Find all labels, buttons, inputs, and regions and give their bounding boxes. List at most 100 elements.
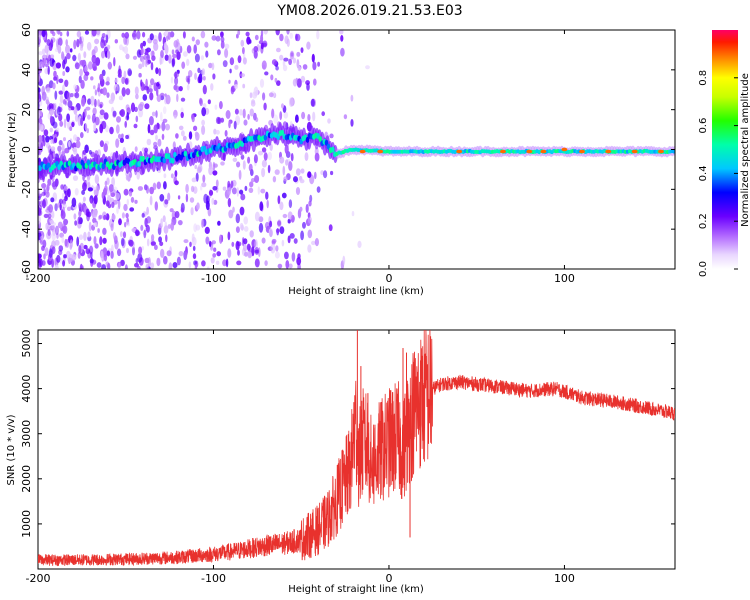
noise-blob	[186, 45, 192, 54]
noise-blob	[197, 164, 203, 173]
noise-blob	[141, 59, 145, 68]
noise-blob	[65, 66, 70, 73]
noise-blob	[122, 231, 127, 239]
noise-blob	[155, 134, 158, 141]
noise-blob	[199, 98, 203, 107]
noise-blob	[79, 68, 83, 77]
noise-blob	[54, 239, 60, 246]
noise-blob	[101, 50, 105, 59]
noise-blob	[244, 251, 248, 257]
noise-blob	[55, 225, 59, 236]
noise-blob	[228, 209, 234, 219]
noise-blob	[128, 239, 134, 247]
noise-blob	[63, 118, 67, 129]
noise-blob	[160, 248, 165, 258]
noise-blob	[134, 146, 138, 153]
noise-blob	[76, 30, 82, 38]
noise-blob	[66, 30, 70, 37]
noise-blob	[163, 173, 167, 179]
noise-blob	[154, 201, 158, 211]
noise-blob	[187, 75, 191, 85]
noise-blob	[50, 146, 56, 152]
noise-blob	[323, 170, 328, 179]
noise-blob	[50, 139, 53, 144]
noise-blob	[289, 233, 295, 239]
noise-blob	[267, 164, 271, 174]
noise-blob	[193, 223, 198, 233]
noise-blob	[60, 184, 64, 190]
noise-blob	[58, 149, 61, 156]
noise-blob	[306, 41, 311, 50]
y-tick-label: -60	[20, 260, 33, 278]
noise-blob	[140, 48, 144, 56]
noise-blob	[328, 224, 333, 232]
noise-blob	[110, 192, 116, 197]
noise-blob	[69, 126, 73, 131]
noise-blob	[262, 92, 266, 101]
noise-blob	[142, 94, 148, 101]
noise-blob	[189, 197, 195, 203]
noise-blob	[99, 73, 104, 82]
noise-blob	[185, 183, 189, 194]
noise-blob	[300, 75, 306, 83]
noise-blob	[134, 106, 138, 112]
noise-blob	[162, 106, 167, 115]
noise-blob	[287, 211, 293, 220]
noise-blob	[133, 123, 138, 129]
noise-blob	[138, 63, 143, 70]
noise-blob	[86, 128, 89, 134]
noise-blob	[233, 120, 237, 130]
noise-blob	[74, 188, 79, 196]
noise-blob	[62, 71, 66, 76]
noise-blob	[103, 214, 107, 220]
noise-blob	[302, 64, 308, 70]
noise-blob	[248, 187, 254, 193]
noise-blob	[156, 181, 161, 190]
noise-blob	[204, 41, 209, 48]
noise-blob	[240, 39, 245, 47]
noise-blob	[78, 245, 82, 254]
noise-blob	[232, 157, 238, 162]
noise-blob	[257, 186, 260, 195]
noise-blob	[83, 51, 87, 59]
noise-blob	[248, 163, 253, 172]
noise-blob	[170, 76, 174, 84]
noise-blob	[266, 199, 269, 209]
noise-blob	[161, 121, 166, 132]
noise-blob	[242, 47, 245, 55]
noise-blob	[79, 46, 84, 51]
noise-blob	[258, 222, 264, 233]
noise-blob	[183, 239, 189, 244]
noise-blob	[212, 73, 216, 80]
noise-blob	[135, 229, 140, 237]
colorbar-label: Normalized spectral amplitude	[740, 73, 750, 227]
noise-blob	[144, 85, 149, 91]
noise-blob	[178, 251, 184, 257]
noise-blob	[83, 244, 88, 250]
noise-blob	[72, 175, 79, 181]
noise-blob	[301, 111, 306, 120]
noise-blob	[235, 240, 240, 251]
noise-blob	[101, 69, 106, 77]
noise-blob	[41, 30, 46, 38]
noise-blob	[205, 50, 209, 58]
noise-blob	[191, 36, 195, 42]
noise-blob	[200, 185, 203, 191]
noise-blob	[50, 39, 54, 49]
noise-blob	[276, 47, 281, 53]
ridge-hotspot	[540, 149, 547, 154]
noise-blob	[357, 240, 362, 248]
noise-blob	[289, 32, 294, 39]
ridge-hotspot	[631, 149, 638, 154]
noise-blob	[243, 226, 249, 232]
noise-blob	[329, 133, 334, 139]
noise-blob	[93, 85, 96, 90]
noise-blob	[225, 258, 229, 268]
noise-blob	[242, 83, 246, 89]
noise-blob	[88, 61, 93, 70]
noise-blob	[232, 206, 235, 213]
noise-blob	[164, 199, 169, 205]
noise-blob	[99, 236, 103, 246]
chart-title: YM08.2026.019.21.53.E03	[276, 3, 462, 19]
